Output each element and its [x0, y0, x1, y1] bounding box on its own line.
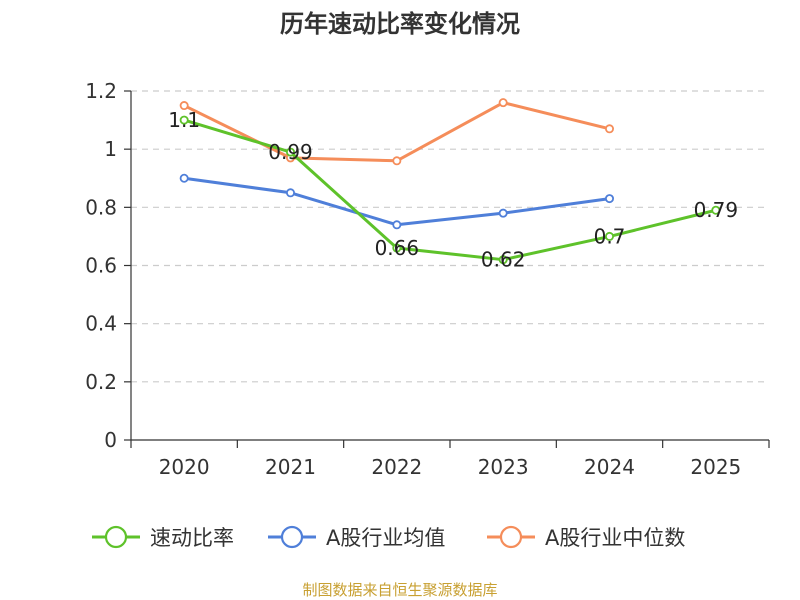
- data-point[interactable]: [179, 173, 189, 183]
- data-point[interactable]: [605, 124, 615, 134]
- legend-label: 速动比率: [150, 526, 234, 550]
- y-tick-label: 1.2: [85, 79, 117, 103]
- legend-marker: [280, 525, 304, 549]
- x-tick-label: 2024: [584, 455, 635, 479]
- legend-item-1[interactable]: A股行业均值: [268, 525, 445, 550]
- data-point[interactable]: [179, 101, 189, 111]
- series-line-0: [183, 118, 717, 262]
- chart-title: 历年速动比率变化情况: [280, 10, 520, 38]
- data-label: 0.62: [481, 248, 526, 272]
- series-layer: [179, 98, 721, 265]
- data-point[interactable]: [392, 156, 402, 166]
- data-labels: 1.1 0.99 0.66 0.62 0.7 0.79: [168, 108, 738, 272]
- data-point[interactable]: [392, 243, 402, 253]
- data-label: 0.79: [694, 198, 739, 222]
- x-tick-label: 2021: [265, 455, 316, 479]
- y-tick-label: 1: [104, 137, 117, 161]
- data-point[interactable]: [605, 194, 615, 204]
- x-tick-label: 2022: [371, 455, 422, 479]
- source-note: 制图数据来自恒生聚源数据库: [302, 581, 497, 599]
- y-tick-label: 0.6: [85, 254, 117, 278]
- data-point[interactable]: [285, 188, 295, 198]
- legend-marker: [499, 525, 523, 549]
- x-tick-label: 2025: [690, 455, 741, 479]
- data-point[interactable]: [605, 231, 615, 241]
- y-tick-label: 0: [104, 428, 117, 452]
- data-label: 0.99: [268, 140, 313, 164]
- x-tick-label: 2023: [478, 455, 529, 479]
- data-point[interactable]: [285, 147, 295, 157]
- data-point[interactable]: [392, 220, 402, 230]
- legend-item-0[interactable]: 速动比率: [92, 525, 234, 550]
- legend-label: A股行业均值: [326, 526, 445, 550]
- x-tick-label: 2020: [159, 455, 210, 479]
- axes: 0 0.2 0.4 0.6 0.8 1 1.2 2020 2021 2022 2023 2024 202…: [85, 79, 770, 479]
- data-point[interactable]: [179, 115, 189, 125]
- data-label: 1.1: [168, 108, 200, 132]
- legend-item-2[interactable]: A股行业中位数: [487, 525, 685, 550]
- gridlines: [131, 90, 769, 383]
- series-line-1: [183, 176, 610, 227]
- legend-label: A股行业中位数: [545, 526, 685, 550]
- data-point[interactable]: [498, 208, 508, 218]
- data-point[interactable]: [498, 255, 508, 265]
- data-label: 0.7: [594, 224, 626, 248]
- series-line-2: [183, 101, 610, 163]
- legend[interactable]: 速动比率 A股行业均值 A股行业中位数: [92, 525, 685, 550]
- data-point[interactable]: [498, 98, 508, 108]
- y-tick-label: 0.4: [85, 312, 117, 336]
- data-label: 0.66: [375, 236, 420, 260]
- data-point[interactable]: [711, 205, 721, 215]
- y-tick-label: 0.8: [85, 195, 117, 219]
- legend-marker: [104, 525, 128, 549]
- y-tick-label: 0.2: [85, 370, 117, 394]
